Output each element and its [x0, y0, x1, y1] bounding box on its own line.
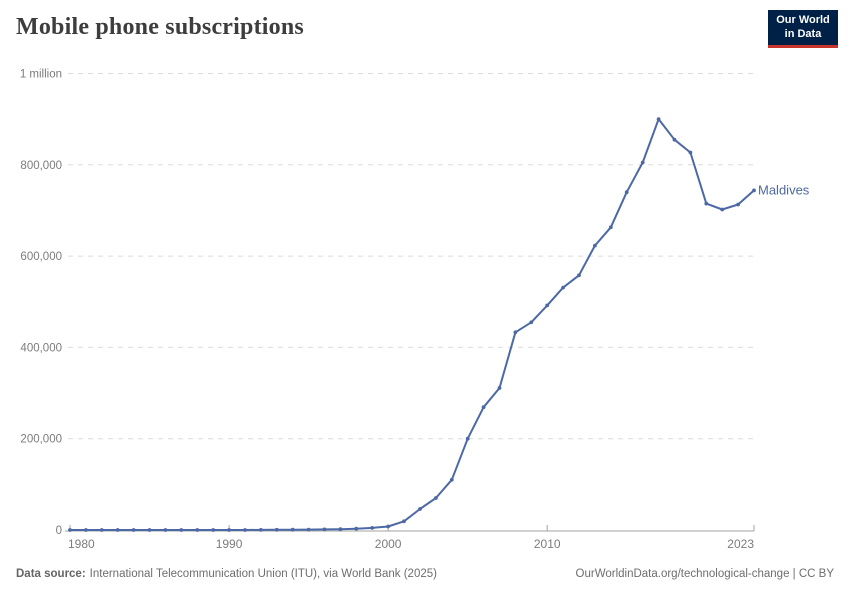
- series-line-maldives: [69, 118, 755, 531]
- owid-logo[interactable]: Our World in Data: [768, 10, 838, 48]
- data-point: [290, 527, 295, 532]
- data-point: [593, 243, 597, 248]
- y-tick-label: 600,000: [20, 251, 62, 263]
- data-point: [624, 190, 629, 195]
- data-point: [386, 524, 390, 529]
- data-point: [465, 436, 470, 441]
- x-tick-label: 2023: [727, 537, 754, 551]
- data-point: [243, 528, 247, 532]
- data-point: [338, 527, 343, 532]
- data-point: [752, 188, 756, 193]
- x-tick-label: 2010: [534, 537, 561, 551]
- footer-link[interactable]: OurWorldinData.org/technological-change …: [575, 568, 834, 580]
- chart-footer: Data source: International Telecommunicat…: [16, 568, 834, 580]
- data-point: [529, 320, 534, 325]
- chart-title: Mobile phone subscriptions: [16, 14, 304, 40]
- x-tick-label: 1980: [68, 537, 95, 551]
- data-point: [577, 273, 581, 278]
- data-point: [115, 528, 120, 532]
- data-source: Data source: International Telecommunicat…: [16, 568, 437, 580]
- data-point: [147, 528, 152, 532]
- data-point: [481, 405, 486, 410]
- owid-logo-line1: Our World: [776, 13, 830, 26]
- series-label-maldives: Maldives: [758, 182, 810, 197]
- data-point: [513, 330, 518, 335]
- y-tick-label: 400,000: [20, 342, 62, 354]
- data-point: [545, 303, 550, 308]
- data-point: [259, 528, 263, 532]
- data-point: [163, 528, 168, 532]
- data-point: [418, 507, 422, 511]
- owid-logo-text: Our World in Data: [776, 14, 830, 42]
- x-tick-label: 2000: [375, 537, 402, 551]
- data-point: [211, 528, 216, 532]
- data-point: [354, 526, 359, 531]
- data-source-label: Data source:: [16, 568, 86, 580]
- data-point: [608, 225, 613, 230]
- data-point: [274, 527, 279, 532]
- owid-logo-line2: in Data: [784, 27, 822, 40]
- data-point: [195, 528, 200, 532]
- y-tick-label: 800,000: [20, 160, 62, 172]
- data-point: [434, 496, 438, 500]
- y-tick-label: 200,000: [20, 434, 62, 446]
- data-point: [322, 527, 327, 532]
- data-point: [370, 526, 375, 530]
- data-point: [640, 160, 645, 165]
- y-tick-label: 0: [56, 525, 62, 537]
- data-point: [306, 527, 311, 532]
- data-point: [561, 285, 565, 290]
- data-point: [688, 150, 693, 155]
- data-point: [720, 207, 725, 212]
- data-point: [497, 386, 502, 390]
- data-point: [131, 528, 136, 532]
- data-point: [736, 202, 740, 207]
- data-point: [704, 201, 709, 206]
- data-point: [449, 477, 454, 482]
- data-point: [656, 117, 661, 121]
- data-point: [99, 528, 104, 532]
- data-point: [672, 137, 677, 142]
- data-point: [68, 528, 72, 532]
- data-point: [227, 528, 232, 532]
- data-source-text: International Telecommunication Union (I…: [89, 568, 437, 580]
- x-tick-label: 1990: [216, 537, 243, 551]
- data-point: [402, 519, 406, 524]
- data-point: [84, 528, 88, 532]
- y-tick-label: 1 million: [20, 69, 62, 81]
- data-point: [179, 528, 184, 532]
